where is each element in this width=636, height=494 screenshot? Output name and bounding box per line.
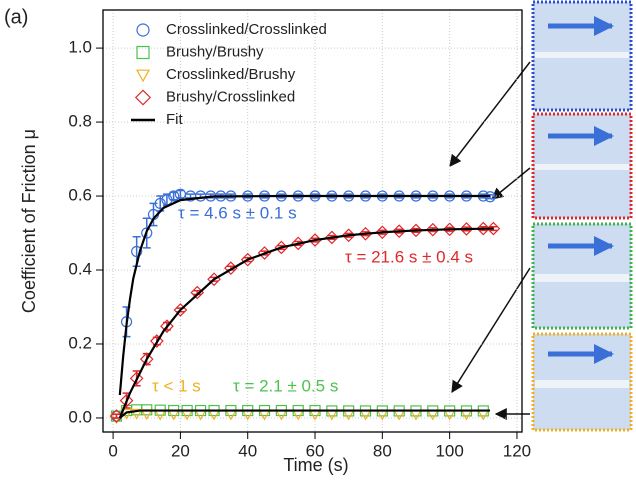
error-bar bbox=[489, 225, 498, 232]
x-tick-label: 40 bbox=[238, 441, 257, 460]
y-tick-label: 0.4 bbox=[68, 259, 92, 278]
panel-green bbox=[531, 222, 633, 330]
y-tick-label: 1.0 bbox=[68, 38, 92, 57]
marker bbox=[119, 393, 134, 408]
marker bbox=[154, 197, 166, 210]
marker bbox=[308, 233, 322, 247]
legend-label: Brushy/Crosslinked bbox=[166, 88, 295, 105]
legend-marker bbox=[136, 45, 150, 60]
y-axis-label: Coefficient of Friction μ bbox=[19, 129, 39, 313]
marker bbox=[173, 303, 188, 317]
marker bbox=[392, 224, 407, 239]
marker bbox=[486, 221, 501, 236]
side-panels bbox=[449, 0, 633, 432]
pointer-arrow bbox=[449, 61, 531, 167]
panel-red bbox=[531, 112, 633, 220]
annotation: τ = 21.6 s ± 0.4 s bbox=[345, 247, 473, 266]
x-tick-label: 20 bbox=[171, 441, 190, 460]
marker bbox=[139, 352, 154, 366]
legend-marker bbox=[134, 89, 152, 106]
marker bbox=[409, 223, 423, 238]
annotation: τ = 2.1 ± 0.5 s bbox=[233, 376, 338, 395]
fit-line bbox=[118, 194, 491, 396]
x-tick-label: 80 bbox=[373, 441, 392, 460]
marker bbox=[325, 230, 339, 245]
pointer-arrow bbox=[451, 267, 531, 394]
panel-orange bbox=[531, 332, 633, 432]
y-tick-label: 0.2 bbox=[68, 333, 92, 352]
y-tick-label: 0.6 bbox=[68, 186, 92, 205]
marker bbox=[160, 319, 174, 334]
legend-label: Crosslinked/Crosslinked bbox=[166, 21, 327, 38]
marker bbox=[149, 334, 164, 348]
x-tick-label: 0 bbox=[108, 441, 117, 460]
marker bbox=[375, 225, 390, 240]
marker bbox=[131, 245, 143, 258]
fit-line bbox=[118, 227, 494, 419]
legend-marker bbox=[136, 23, 150, 37]
annotation: τ = 4.6 s ± 0.1 s bbox=[178, 203, 297, 222]
legend-label: Fit bbox=[166, 111, 183, 128]
annotation: τ < 1 s bbox=[152, 376, 201, 395]
legend-label: Crosslinked/Brushy bbox=[166, 66, 296, 83]
marker bbox=[442, 222, 457, 237]
fit-line bbox=[119, 409, 491, 419]
marker bbox=[358, 226, 373, 241]
marker bbox=[168, 190, 180, 202]
x-tick-label: 120 bbox=[503, 441, 531, 460]
marker bbox=[341, 228, 356, 243]
marker bbox=[130, 408, 143, 420]
marker bbox=[291, 236, 306, 251]
x-tick-label: 100 bbox=[435, 441, 463, 460]
panel-crosslinked bbox=[531, 0, 633, 112]
marker bbox=[129, 371, 144, 386]
marker bbox=[141, 227, 153, 239]
error-bar bbox=[112, 413, 121, 419]
legend-marker bbox=[135, 69, 151, 83]
panel-label: (a) bbox=[4, 6, 28, 28]
x-axis-label: Time (s) bbox=[283, 455, 348, 475]
marker bbox=[425, 222, 440, 237]
legend-label: Brushy/Brushy bbox=[166, 43, 264, 60]
x-tick-label: 60 bbox=[306, 441, 325, 460]
marker bbox=[459, 222, 474, 236]
pointer-arrow bbox=[491, 167, 531, 200]
marker bbox=[476, 221, 491, 236]
y-tick-label: 0.8 bbox=[68, 112, 92, 131]
plot-frame bbox=[102, 9, 523, 433]
y-tick-label: 0.0 bbox=[68, 407, 92, 426]
